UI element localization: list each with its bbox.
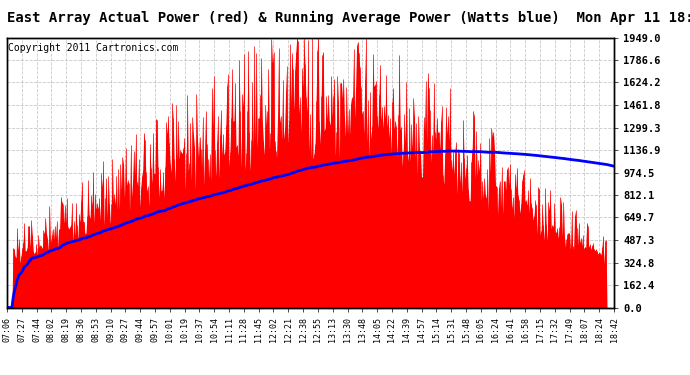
Text: East Array Actual Power (red) & Running Average Power (Watts blue)  Mon Apr 11 1: East Array Actual Power (red) & Running … — [7, 11, 690, 26]
Text: Copyright 2011 Cartronics.com: Copyright 2011 Cartronics.com — [8, 43, 179, 53]
